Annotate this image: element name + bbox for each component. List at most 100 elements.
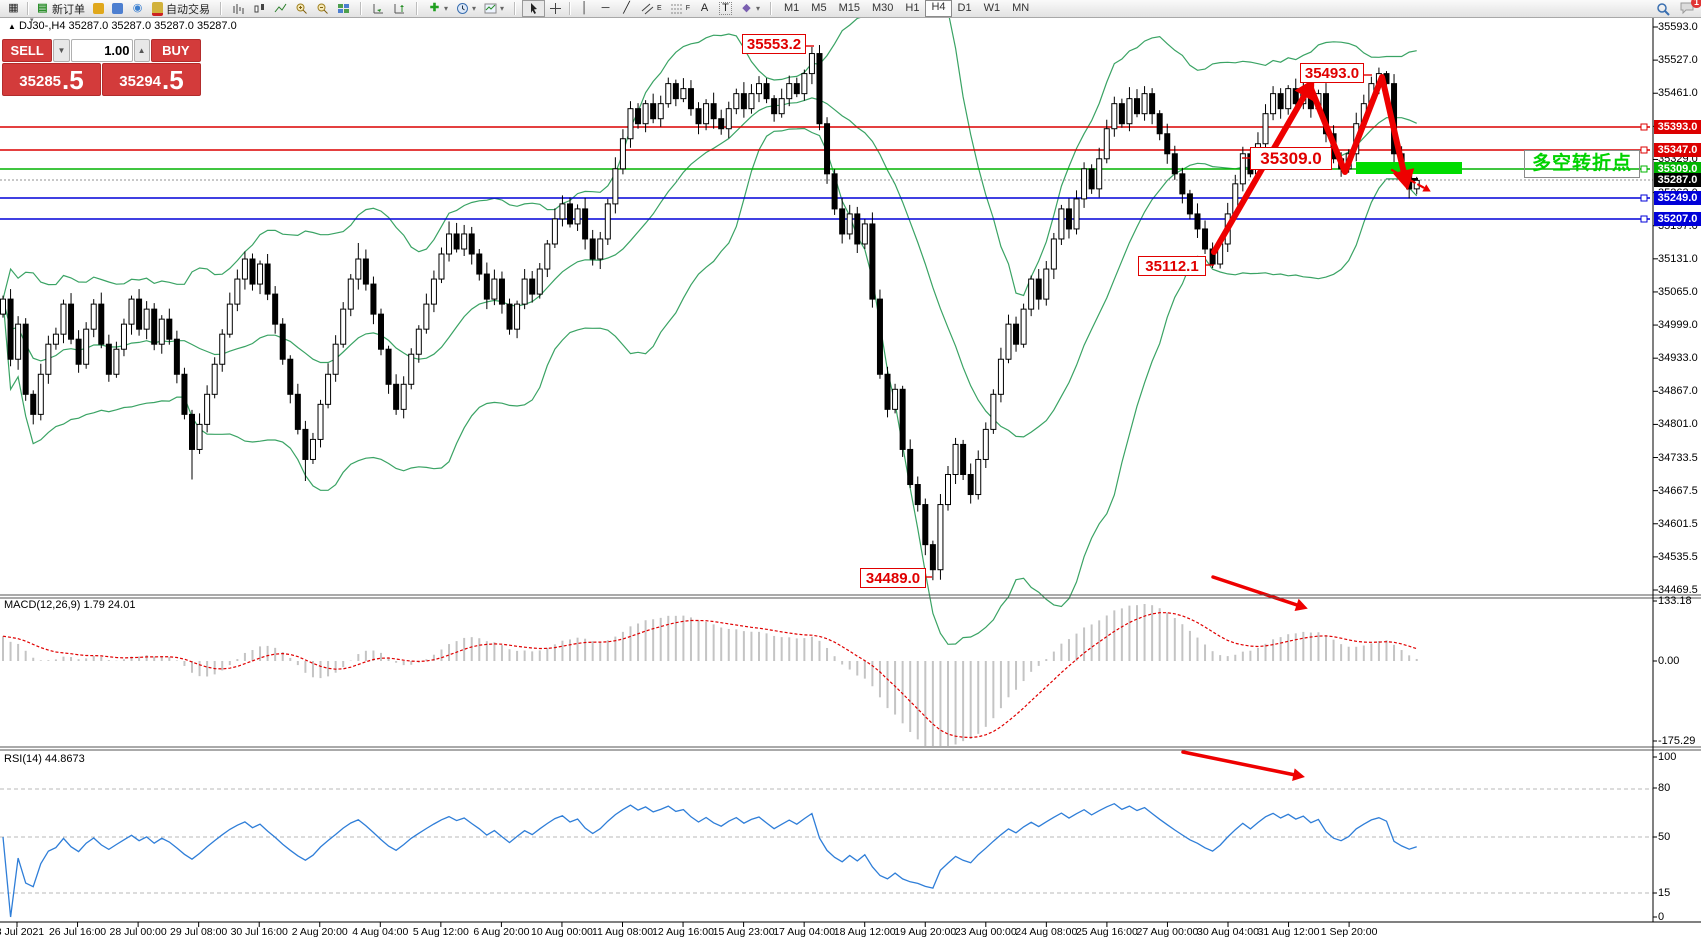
volume-increase-button[interactable]: ▲ bbox=[133, 39, 150, 62]
time-axis-label: 1 Sep 20:00 bbox=[1320, 926, 1378, 938]
buy-price-display[interactable]: 35294 .5 bbox=[102, 63, 201, 96]
cursor-tool-button[interactable] bbox=[522, 0, 546, 17]
candle-body bbox=[309, 438, 316, 460]
candle-body bbox=[0, 298, 6, 315]
chart-ohlc-header: ▲ DJ30-,H4 35287.0 35287.0 35287.0 35287… bbox=[8, 20, 237, 32]
bar-chart-button[interactable] bbox=[228, 1, 249, 16]
candle-body bbox=[1005, 323, 1012, 360]
auto-scroll-button[interactable] bbox=[368, 1, 389, 16]
timeframe-m30[interactable]: M30 bbox=[871, 2, 894, 14]
time-axis-label: 2 Aug 20:00 bbox=[291, 926, 348, 938]
zoom-out-button[interactable] bbox=[312, 1, 333, 16]
arrows-tool-button[interactable]: ◆ ▾ bbox=[736, 1, 764, 16]
autotrading-button[interactable]: 自动交易 bbox=[148, 1, 214, 16]
turning-point-note[interactable]: 多空转折点 bbox=[1524, 150, 1640, 178]
rsi-axis-value: 80 bbox=[1658, 782, 1671, 794]
channel-tool-button[interactable]: E bbox=[637, 1, 666, 16]
price-annotation-label[interactable]: 34489.0 bbox=[860, 568, 926, 588]
hline-tool-button[interactable]: ─ bbox=[595, 1, 616, 16]
periods-button[interactable]: ▾ bbox=[452, 1, 480, 16]
tile-windows-button[interactable] bbox=[333, 1, 354, 16]
candle-body bbox=[801, 73, 808, 95]
timeframe-m5[interactable]: M5 bbox=[811, 2, 827, 14]
toolbar-separator bbox=[569, 2, 572, 15]
candle-body bbox=[725, 108, 732, 130]
candle-body bbox=[763, 83, 770, 100]
candle-body bbox=[302, 428, 309, 460]
candle-body bbox=[1141, 93, 1148, 115]
candle-body bbox=[332, 343, 339, 375]
candle-body bbox=[287, 358, 294, 395]
candle-body bbox=[559, 203, 566, 220]
timeframe-m15[interactable]: M15 bbox=[838, 2, 860, 14]
price-annotation-label[interactable]: 35493.0 bbox=[1300, 63, 1364, 83]
indicators-button[interactable]: ✚ ▾ bbox=[429, 2, 449, 14]
channel-tool-label: E bbox=[657, 5, 662, 12]
candlestick-button[interactable] bbox=[249, 1, 270, 16]
timeframe-m1[interactable]: M1 bbox=[784, 2, 800, 14]
level-price-tag: 35207.0 bbox=[1654, 212, 1701, 226]
crosshair-tool-button[interactable] bbox=[545, 1, 566, 16]
search-icon[interactable] bbox=[1656, 2, 1671, 17]
styler-button[interactable] bbox=[89, 1, 108, 16]
line-chart-icon bbox=[274, 3, 287, 13]
sell-button[interactable]: SELL bbox=[2, 39, 53, 62]
timeframe-d1[interactable]: D1 bbox=[957, 2, 972, 14]
candle-body bbox=[7, 298, 14, 360]
candle-body bbox=[1058, 208, 1065, 240]
last-price-marker bbox=[1404, 178, 1418, 181]
candle-body bbox=[219, 333, 226, 365]
market-watch-icon bbox=[112, 3, 123, 14]
channel-icon bbox=[641, 3, 654, 15]
timeframe-bar: M1 M5 M15 M30 H1 H4 D1 W1 MN bbox=[775, 0, 1038, 17]
hline-icon: ─ bbox=[601, 2, 610, 14]
candle-body bbox=[748, 93, 755, 110]
candle-body bbox=[687, 88, 694, 110]
price-axis-value: 34867.0 bbox=[1658, 385, 1698, 398]
new-order-button[interactable]: ▤ 新订单 bbox=[32, 1, 89, 16]
candle-body bbox=[234, 278, 241, 305]
candle-body bbox=[1224, 213, 1231, 245]
zoom-in-button[interactable] bbox=[291, 1, 312, 16]
price-annotation-label[interactable]: 35309.0 bbox=[1250, 147, 1332, 170]
chart-shift-button[interactable] bbox=[389, 1, 410, 16]
signals-button[interactable]: ◉ bbox=[127, 1, 148, 16]
notifications-button[interactable]: 1 bbox=[1679, 0, 1701, 18]
time-axis-label: 19 Aug 20:00 bbox=[894, 926, 957, 938]
candle-body bbox=[249, 258, 256, 285]
styler-icon bbox=[93, 3, 104, 14]
timeframe-h1[interactable]: H1 bbox=[905, 2, 920, 14]
notification-badge: 1 bbox=[1691, 0, 1701, 8]
time-axis-label: 24 Aug 08:00 bbox=[1015, 926, 1078, 938]
arrows-tool-icon: ◆ bbox=[742, 2, 751, 14]
timeframe-h4[interactable]: H4 bbox=[925, 0, 952, 17]
volume-decrease-button[interactable]: ▼ bbox=[53, 39, 70, 62]
charts-menu-icon[interactable]: ▦ bbox=[3, 1, 24, 16]
templates-button[interactable]: ▾ bbox=[480, 1, 508, 16]
trendline-tool-button[interactable]: ╱ bbox=[616, 1, 637, 16]
market-watch-button[interactable] bbox=[108, 1, 127, 16]
candle-body bbox=[468, 233, 475, 255]
price-axis-value: 34933.0 bbox=[1658, 352, 1698, 365]
candle-body bbox=[393, 383, 400, 410]
candle-body bbox=[521, 278, 528, 305]
text-tool-button[interactable]: A bbox=[694, 1, 715, 16]
line-chart-button[interactable] bbox=[270, 1, 291, 16]
timeframe-w1[interactable]: W1 bbox=[983, 2, 1001, 14]
volume-input[interactable] bbox=[71, 42, 132, 59]
timeframe-mn[interactable]: MN bbox=[1012, 2, 1030, 14]
sell-price-display[interactable]: 35285 .5 bbox=[2, 63, 101, 96]
label-tool-button[interactable]: T bbox=[715, 1, 736, 16]
candle-body bbox=[52, 333, 59, 345]
time-axis-label: 11 Aug 08:00 bbox=[591, 926, 654, 938]
buy-button[interactable]: BUY bbox=[150, 39, 201, 62]
vline-tool-button[interactable]: │ bbox=[574, 1, 595, 16]
text-tool-icon: A bbox=[700, 2, 709, 14]
fibo-tool-button[interactable]: F bbox=[666, 1, 694, 16]
candle-body bbox=[1073, 198, 1080, 230]
candle-body bbox=[347, 278, 354, 310]
price-annotation-label[interactable]: 35553.2 bbox=[742, 34, 806, 54]
price-annotation-label[interactable]: 35112.1 bbox=[1138, 256, 1206, 276]
